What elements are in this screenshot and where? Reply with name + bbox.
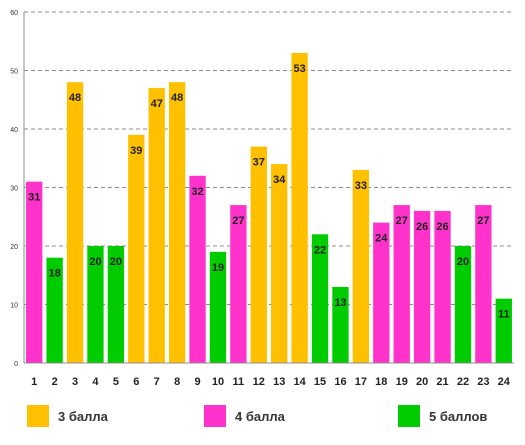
x-tick-label: 7 bbox=[154, 376, 160, 388]
legend-swatch-3 bbox=[27, 405, 49, 427]
bar-12 bbox=[250, 146, 267, 363]
y-tick-label: 20 bbox=[10, 244, 18, 251]
legend-label-4: 4 балла bbox=[235, 408, 285, 424]
x-tick-label: 12 bbox=[253, 376, 265, 388]
legend-label-3: 3 балла bbox=[58, 408, 108, 424]
data-label: 27 bbox=[396, 215, 408, 227]
bar-6 bbox=[128, 134, 145, 363]
data-label: 11 bbox=[498, 309, 510, 321]
x-tick-label: 11 bbox=[233, 376, 245, 388]
legend-swatch-5 bbox=[398, 405, 420, 427]
bar-19 bbox=[393, 205, 410, 363]
bar-14 bbox=[291, 52, 308, 363]
bar-1 bbox=[26, 181, 43, 363]
x-tick-label: 8 bbox=[174, 376, 180, 388]
x-axis: 1 2 3 4 5 6 7 8 9 10 11 12 13 14 15 16 17 18 19 20 21 22 23 24 bbox=[24, 362, 514, 388]
legend-label-5: 5 баллов bbox=[429, 408, 488, 424]
y-axis: 0 10 20 30 40 50 60 bbox=[10, 10, 25, 368]
bar-22 bbox=[454, 246, 472, 363]
y-tick-label: 40 bbox=[10, 127, 18, 134]
bar-17 bbox=[352, 169, 370, 363]
data-label: 27 bbox=[477, 215, 489, 227]
bar-9 bbox=[189, 175, 206, 363]
x-tick-label: 19 bbox=[396, 376, 408, 388]
bar-18 bbox=[373, 222, 390, 363]
legend-item-3: 3 балла bbox=[27, 405, 108, 427]
x-tick-label: 6 bbox=[133, 376, 139, 388]
data-label: 48 bbox=[171, 92, 183, 104]
bar-11 bbox=[230, 205, 247, 363]
data-label: 19 bbox=[212, 262, 224, 274]
data-label: 26 bbox=[436, 221, 448, 233]
legend-item-5: 5 баллов bbox=[398, 405, 487, 427]
bar-5 bbox=[107, 246, 125, 363]
x-tick-label: 21 bbox=[436, 376, 448, 388]
bar-8 bbox=[168, 82, 186, 363]
gridlines bbox=[24, 11, 514, 305]
bar-3 bbox=[66, 82, 84, 363]
data-label: 33 bbox=[355, 180, 367, 192]
x-tick-label: 5 bbox=[113, 376, 119, 388]
x-tick-label: 9 bbox=[194, 376, 200, 388]
x-tick-label: 15 bbox=[314, 376, 326, 388]
data-label: 22 bbox=[314, 244, 326, 256]
data-label: 24 bbox=[375, 233, 388, 245]
data-label: 20 bbox=[89, 256, 101, 268]
legend-swatch-4 bbox=[204, 405, 226, 427]
y-tick-label: 50 bbox=[10, 69, 18, 76]
x-tick-label: 16 bbox=[334, 376, 346, 388]
data-label: 47 bbox=[151, 98, 163, 110]
bar-24 bbox=[495, 298, 512, 363]
x-tick-label: 13 bbox=[273, 376, 285, 388]
data-label: 34 bbox=[273, 174, 286, 186]
x-tick-label: 18 bbox=[375, 376, 387, 388]
legend-item-4: 4 балла bbox=[204, 405, 285, 427]
data-label: 27 bbox=[232, 215, 244, 227]
x-tick-label: 1 bbox=[31, 376, 37, 388]
bar-10 bbox=[209, 251, 227, 363]
data-label: 26 bbox=[416, 221, 428, 233]
data-label: 31 bbox=[28, 192, 40, 204]
y-tick-label: 10 bbox=[10, 303, 18, 310]
y-tick-label: 30 bbox=[10, 186, 18, 193]
y-tick-label: 60 bbox=[10, 10, 18, 17]
bar-15 bbox=[311, 234, 329, 363]
x-tick-label: 2 bbox=[52, 376, 58, 388]
bar-13 bbox=[271, 164, 288, 363]
bar-20 bbox=[413, 210, 431, 363]
data-label: 39 bbox=[130, 145, 142, 157]
x-tick-label: 24 bbox=[498, 376, 511, 388]
x-tick-label: 10 bbox=[212, 376, 224, 388]
y-tick-label: 0 bbox=[14, 361, 18, 368]
data-label: 53 bbox=[294, 63, 306, 75]
bar-4 bbox=[87, 246, 104, 363]
x-tick-label: 20 bbox=[416, 376, 428, 388]
bars: 31 18 48 20 20 39 47 48 32 19 27 37 34 53 22 13 33 24 27 26… bbox=[26, 52, 512, 364]
data-label: 13 bbox=[334, 297, 346, 309]
data-label: 20 bbox=[457, 256, 469, 268]
x-tick-label: 14 bbox=[294, 376, 307, 388]
data-label: 18 bbox=[49, 268, 61, 280]
x-tick-label: 17 bbox=[355, 376, 367, 388]
x-tick-label: 22 bbox=[457, 376, 469, 388]
x-tick-label: 23 bbox=[477, 376, 489, 388]
bar-21 bbox=[434, 210, 451, 363]
data-label: 48 bbox=[69, 92, 81, 104]
bar-2 bbox=[46, 257, 63, 363]
bar-7 bbox=[148, 88, 165, 364]
data-label: 37 bbox=[253, 157, 265, 169]
bar-23 bbox=[475, 205, 492, 363]
x-tick-label: 3 bbox=[72, 376, 78, 388]
bar-16 bbox=[332, 286, 349, 363]
data-label: 32 bbox=[191, 186, 203, 198]
data-label: 20 bbox=[110, 256, 122, 268]
x-tick-label: 4 bbox=[92, 376, 99, 388]
